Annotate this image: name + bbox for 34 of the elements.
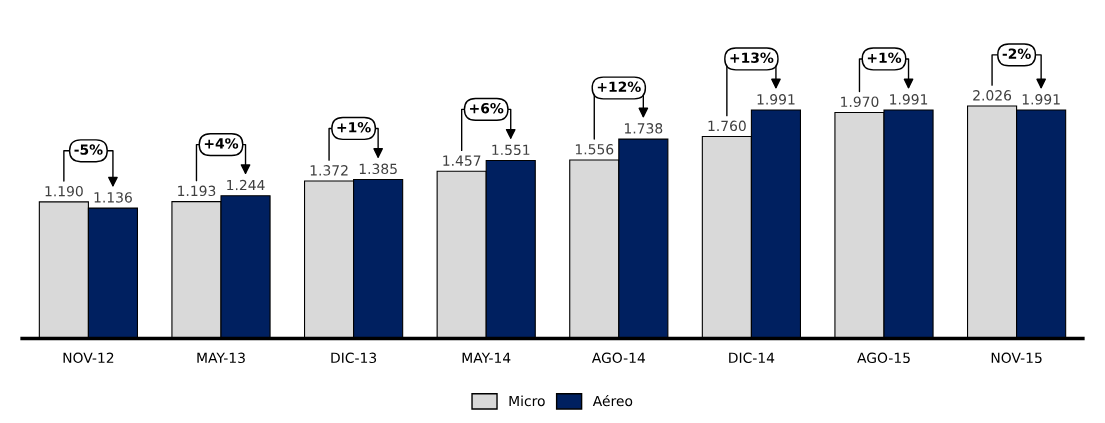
data-label: 1.372 [310, 165, 348, 176]
data-label: 1.551 [492, 144, 530, 156]
data-label: 1.760 [708, 120, 746, 132]
data-label: 2.026 [973, 90, 1012, 101]
text: -2% [1002, 48, 1031, 59]
legend-label: Aéreo [592, 394, 633, 407]
annotation: +4% [204, 138, 239, 149]
data-label: 1.991 [1022, 94, 1060, 105]
data-label: 1.193 [178, 185, 216, 197]
x-tick-label: MAY-14 [462, 352, 511, 363]
annotation: +1% [337, 121, 371, 133]
data-label: 1.970 [841, 96, 879, 107]
x-tick-label: AGO-15 [857, 352, 910, 364]
data-label: 1.385 [359, 163, 397, 175]
data-label: 1.457 [443, 155, 481, 166]
x-tick-label: DIC-13 [331, 352, 377, 364]
text: +13% [730, 52, 774, 63]
annotation: +6% [470, 102, 504, 114]
x-tick-label: DIC-14 [729, 352, 775, 364]
legend-label: Micro [509, 395, 545, 407]
annotation: -5% [74, 144, 103, 155]
data-label: 1.244 [227, 179, 265, 191]
text: +1% [867, 52, 902, 63]
data-label: 1.136 [94, 192, 132, 203]
x-tick-label: AGO-14 [591, 352, 646, 364]
data-label: 1.991 [890, 94, 928, 105]
data-label: 1.738 [624, 123, 663, 134]
data-label: 1.991 [757, 94, 795, 105]
x-tick-label: MAY-13 [197, 352, 245, 364]
data-label: 1.556 [575, 143, 614, 155]
text: +12% [597, 81, 641, 92]
x-tick-label: NOV-15 [991, 352, 1042, 364]
x-tick-label: NOV-12 [63, 352, 114, 364]
data-label: 1.190 [45, 185, 83, 197]
